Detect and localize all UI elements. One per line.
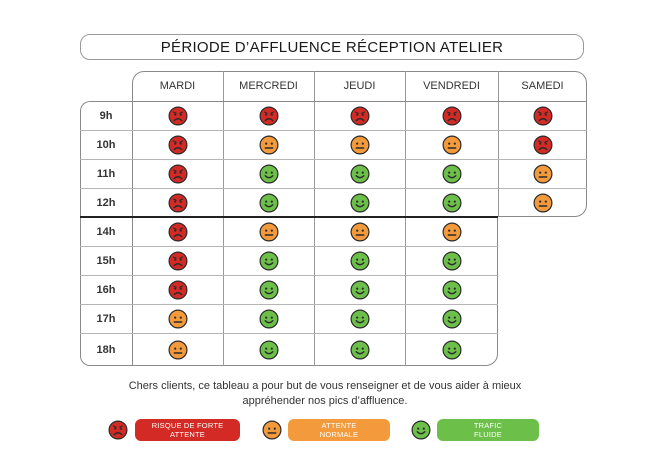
footer-line-2: appréhender nos pics d’affluence. bbox=[242, 395, 408, 407]
happy-face-icon bbox=[442, 309, 462, 329]
row-divider bbox=[80, 159, 587, 160]
happy-face-icon bbox=[442, 251, 462, 271]
neutral-face-icon bbox=[259, 135, 279, 155]
neutral-face-icon bbox=[259, 222, 279, 242]
hour-label-9h: 9h bbox=[99, 109, 113, 122]
hour-label-15h: 15h bbox=[96, 254, 116, 267]
sad-face-icon bbox=[168, 135, 188, 155]
sad-face-icon bbox=[168, 193, 188, 213]
happy-face-icon bbox=[259, 340, 279, 360]
sad-face-icon bbox=[442, 106, 462, 126]
hours-column-frame bbox=[80, 101, 132, 366]
hour-label-16h: 16h bbox=[96, 283, 116, 296]
row-divider bbox=[80, 333, 498, 334]
row-divider bbox=[80, 275, 498, 276]
sad-face-icon bbox=[259, 106, 279, 126]
hour-label-17h: 17h bbox=[96, 312, 116, 325]
neutral-face-icon bbox=[168, 340, 188, 360]
neutral-face-icon bbox=[350, 222, 370, 242]
happy-face-icon bbox=[259, 164, 279, 184]
happy-face-icon bbox=[350, 251, 370, 271]
sad-face-icon bbox=[168, 280, 188, 300]
hour-label-12h: 12h bbox=[96, 196, 116, 209]
day-header-samedi: SAMEDI bbox=[521, 80, 564, 92]
page-title: PÉRIODE D’AFFLUENCE RÉCEPTION ATELIER bbox=[80, 34, 584, 60]
legend-text-line-1: ATTENTE bbox=[321, 421, 357, 430]
day-header-vendredi: VENDREDI bbox=[423, 80, 480, 92]
happy-face-icon bbox=[350, 309, 370, 329]
column-divider bbox=[314, 71, 315, 366]
legend-text-line-1: RISQUE DE FORTE bbox=[151, 421, 224, 430]
happy-face-icon bbox=[350, 193, 370, 213]
column-divider bbox=[405, 71, 406, 366]
footer-message: Chers clients, ce tableau a pour but de … bbox=[80, 379, 570, 409]
row-divider bbox=[80, 130, 587, 131]
sad-face-icon bbox=[168, 164, 188, 184]
happy-face-icon bbox=[442, 164, 462, 184]
happy-face-icon bbox=[442, 193, 462, 213]
happy-face-icon bbox=[259, 251, 279, 271]
neutral-face-icon bbox=[442, 135, 462, 155]
footer-line-1: Chers clients, ce tableau a pour but de … bbox=[128, 380, 522, 392]
neutral-face-icon bbox=[533, 164, 553, 184]
row-divider bbox=[80, 304, 498, 305]
table-frame-lower bbox=[132, 217, 498, 366]
legend-label-normale: ATTENTE NORMALE bbox=[288, 419, 390, 441]
sad-face-icon bbox=[168, 251, 188, 271]
hour-label-18h: 18h bbox=[96, 343, 116, 356]
happy-face-icon bbox=[350, 340, 370, 360]
sad-face-icon bbox=[533, 135, 553, 155]
sad-face-icon bbox=[350, 106, 370, 126]
column-divider bbox=[498, 71, 499, 217]
happy-face-icon bbox=[259, 309, 279, 329]
row-divider bbox=[80, 246, 498, 247]
hour-label-14h: 14h bbox=[96, 225, 116, 238]
day-header-mercredi: MERCREDI bbox=[239, 80, 298, 92]
happy-face-icon bbox=[442, 280, 462, 300]
sad-face-icon bbox=[108, 420, 128, 440]
column-divider bbox=[223, 71, 224, 366]
legend-text-line-2: FLUIDE bbox=[474, 430, 502, 439]
legend-text-line-2: ATTENTE bbox=[169, 430, 205, 439]
legend-label-forte: RISQUE DE FORTE ATTENTE bbox=[135, 419, 240, 441]
neutral-face-icon bbox=[350, 135, 370, 155]
hour-label-10h: 10h bbox=[96, 138, 116, 151]
neutral-face-icon bbox=[533, 193, 553, 213]
neutral-face-icon bbox=[442, 222, 462, 242]
legend-label-fluide: TRAFIC FLUIDE bbox=[437, 419, 539, 441]
sad-face-icon bbox=[168, 106, 188, 126]
neutral-face-icon bbox=[262, 420, 282, 440]
day-header-jeudi: JEUDI bbox=[343, 80, 376, 92]
row-divider bbox=[80, 188, 587, 189]
happy-face-icon bbox=[350, 164, 370, 184]
happy-face-icon bbox=[411, 420, 431, 440]
happy-face-icon bbox=[350, 280, 370, 300]
sad-face-icon bbox=[168, 222, 188, 242]
happy-face-icon bbox=[259, 280, 279, 300]
happy-face-icon bbox=[259, 193, 279, 213]
day-header-mardi: MARDI bbox=[159, 80, 196, 92]
happy-face-icon bbox=[442, 340, 462, 360]
neutral-face-icon bbox=[168, 309, 188, 329]
header-divider bbox=[132, 101, 587, 102]
lunch-break-divider bbox=[80, 216, 498, 218]
legend-text-line-2: NORMALE bbox=[319, 430, 359, 439]
sad-face-icon bbox=[533, 106, 553, 126]
hour-label-11h: 11h bbox=[96, 167, 116, 180]
legend-text-line-1: TRAFIC bbox=[473, 421, 503, 430]
